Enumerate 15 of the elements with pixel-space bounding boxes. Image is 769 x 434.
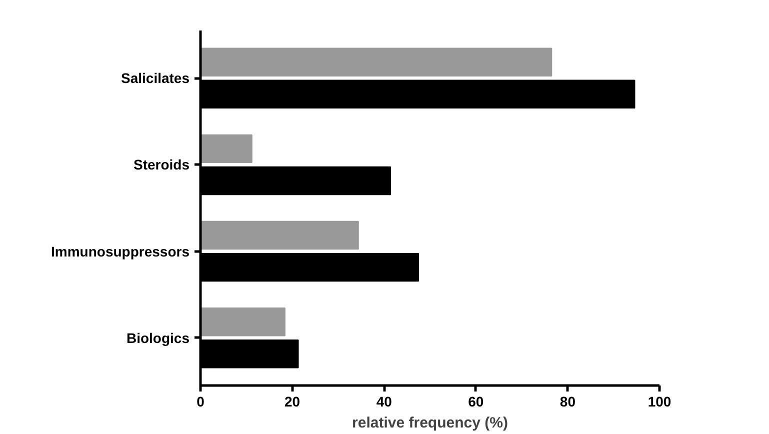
bar xyxy=(200,48,552,76)
y-tick-label: Salicilates xyxy=(121,70,190,86)
bar xyxy=(200,308,286,336)
y-tick-label: Steroids xyxy=(133,156,190,173)
x-tick-label: 20 xyxy=(284,394,300,410)
x-tick-label: 100 xyxy=(648,394,672,410)
x-tick-label: 40 xyxy=(376,394,392,410)
y-tick-label: Immunosuppressors xyxy=(51,243,190,260)
x-tick-label: 80 xyxy=(560,394,576,410)
x-axis-title: relative frequency (%) xyxy=(352,414,508,432)
x-tick-label: 0 xyxy=(196,394,205,410)
bar xyxy=(200,134,252,164)
bar xyxy=(200,220,359,250)
y-tick-label: Biologics xyxy=(126,330,190,346)
x-tick-label: 60 xyxy=(468,394,484,410)
